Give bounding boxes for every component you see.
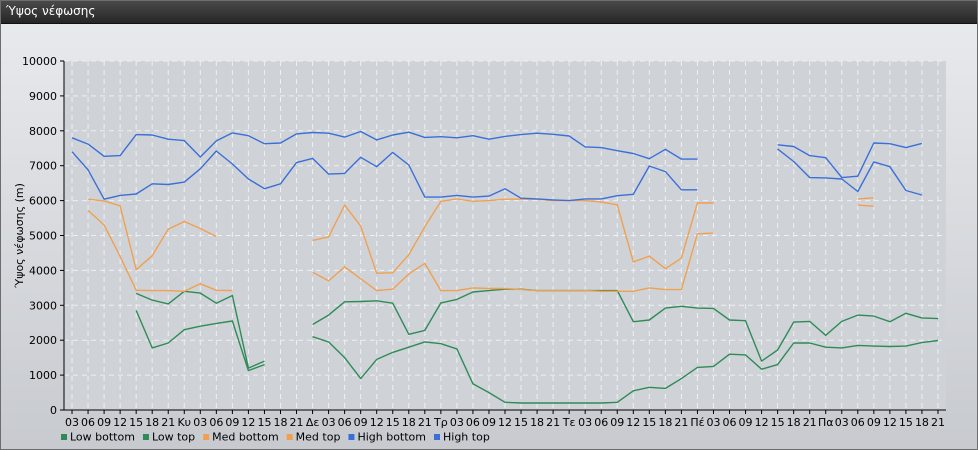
series-line-high-bottom (71, 150, 698, 202)
y-tick-label: 6000 (29, 195, 57, 208)
x-tick-label: 21 (546, 416, 560, 429)
series-line-low-top (312, 288, 939, 362)
x-tick-label: Τε (562, 416, 576, 429)
legend-swatch (348, 434, 355, 440)
x-tick-label: Πα (818, 416, 834, 429)
x-tick-label: 21 (674, 416, 688, 429)
series-line-med-top (857, 197, 874, 200)
y-axis-label: Ύψος νέφωσης (m) (13, 183, 26, 289)
x-tick-label: 18 (915, 416, 929, 429)
legend-label: Med top (296, 431, 341, 444)
y-tick-label: 1000 (29, 369, 57, 382)
legend-label: High top (443, 431, 490, 444)
x-tick-label: 12 (370, 416, 384, 429)
x-tick-label: 03 (65, 416, 79, 429)
window-title: Ύψος νέφωσης (6, 4, 96, 18)
x-tick-label: 15 (899, 416, 913, 429)
x-tick-label: Κυ (177, 416, 191, 429)
series-line-med-bottom (87, 209, 233, 292)
x-tick-label: 06 (851, 416, 865, 429)
x-tick-label: 12 (626, 416, 640, 429)
x-tick-label: 15 (771, 416, 785, 429)
x-tick-label: 09 (482, 416, 496, 429)
x-tick-label: 03 (706, 416, 720, 429)
x-tick-label: 06 (338, 416, 352, 429)
x-tick-label: Δε (306, 416, 320, 429)
legend-swatch (286, 434, 293, 440)
x-tick-label: 21 (803, 416, 817, 429)
x-tick-label: 12 (498, 416, 512, 429)
x-tick-label: 21 (290, 416, 304, 429)
y-tick-label: 0 (50, 404, 57, 417)
x-tick-label: 15 (129, 416, 143, 429)
x-tick-label: 12 (883, 416, 897, 429)
x-tick-label: 09 (610, 416, 624, 429)
legend-swatch (61, 434, 67, 440)
x-tick-label: 21 (161, 416, 175, 429)
y-tick-label: 2000 (29, 334, 57, 347)
x-tick-label: 06 (81, 416, 95, 429)
x-tick-label: 18 (402, 416, 416, 429)
cloud-height-chart: 0 1000 2000 3000 4000 5000 6000 7000 8000 9000 100… (13, 55, 946, 444)
x-tick-label: 15 (386, 416, 400, 429)
series-line-low-bottom (135, 310, 265, 372)
legend-swatch (434, 434, 440, 440)
x-tick-label: 09 (354, 416, 368, 429)
x-tick-label: 06 (209, 416, 223, 429)
x-tick-label: 12 (241, 416, 255, 429)
series-line-med-bottom (312, 232, 714, 292)
x-tick-label: 21 (931, 416, 945, 429)
x-tick-label: 15 (642, 416, 656, 429)
y-tick-label: 3000 (29, 299, 57, 312)
x-tick-label: 03 (835, 416, 849, 429)
y-tick-label: 5000 (29, 230, 57, 243)
x-tick-label: 06 (723, 416, 737, 429)
series-line-med-bottom (857, 204, 874, 207)
x-tick-label: 15 (514, 416, 528, 429)
x-tick-label: 09 (97, 416, 111, 429)
x-tick-label: 03 (193, 416, 207, 429)
x-tick-label: 18 (787, 416, 801, 429)
x-tick-label: 09 (867, 416, 881, 429)
y-tick-label: 4000 (29, 264, 57, 277)
x-tick-label: 03 (578, 416, 592, 429)
x-tick-label: 03 (322, 416, 336, 429)
x-tick-label: 12 (755, 416, 769, 429)
x-tick-label: 15 (257, 416, 271, 429)
series-line-high-top (777, 142, 923, 179)
x-tick-label: 18 (530, 416, 544, 429)
x-tick-label: 21 (418, 416, 432, 429)
x-tick-label: 18 (145, 416, 159, 429)
y-tick-label: 7000 (29, 160, 57, 173)
series-line-high-top (71, 130, 698, 160)
x-tick-label: 03 (450, 416, 464, 429)
x-tick-label: 12 (113, 416, 127, 429)
legend-swatch (142, 434, 149, 440)
legend-label: Low top (152, 431, 195, 444)
x-tick-label: Πέ (690, 416, 704, 429)
x-tick-label: 09 (739, 416, 753, 429)
legend-label: High bottom (357, 431, 426, 444)
x-tick-label: 18 (658, 416, 672, 429)
legend-swatch (203, 434, 210, 440)
series-line-med-top (312, 198, 714, 274)
y-tick-label: 9000 (29, 90, 57, 103)
legend-label: Med bottom (212, 431, 279, 444)
x-tick-label: Τρ (433, 416, 448, 429)
y-tick-label: 8000 (29, 125, 57, 138)
title-bar: Ύψος νέφωσης (1, 1, 977, 24)
x-tick-label: 06 (594, 416, 608, 429)
legend-label: Low bottom (70, 431, 135, 444)
x-tick-label: 06 (466, 416, 480, 429)
series-line-high-bottom (777, 148, 923, 196)
series-line-med-top (88, 198, 217, 271)
series-line-low-top (135, 290, 265, 369)
y-tick-label: 10000 (22, 55, 57, 68)
x-tick-label: 09 (225, 416, 239, 429)
x-tick-label: 18 (273, 416, 287, 429)
series-line-low-bottom (312, 336, 939, 404)
